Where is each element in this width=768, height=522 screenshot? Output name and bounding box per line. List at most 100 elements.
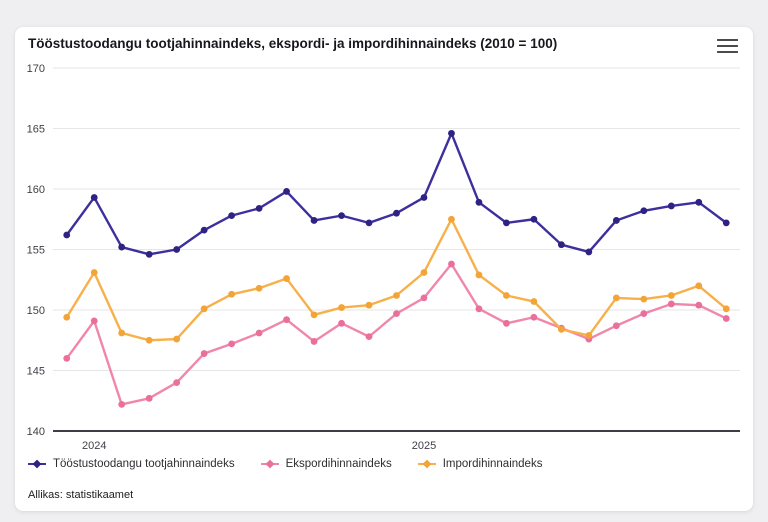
- data-point[interactable]: [118, 243, 126, 251]
- y-axis-label: 160: [27, 184, 45, 196]
- data-point[interactable]: [283, 316, 290, 324]
- data-point[interactable]: [63, 355, 71, 362]
- data-point[interactable]: [283, 275, 290, 282]
- data-point[interactable]: [420, 194, 428, 201]
- y-axis-label: 150: [27, 305, 45, 317]
- data-point[interactable]: [393, 310, 400, 318]
- data-point[interactable]: [530, 215, 538, 223]
- y-axis-label: 140: [27, 426, 45, 438]
- data-point[interactable]: [118, 329, 126, 337]
- data-point[interactable]: [228, 212, 236, 220]
- data-point[interactable]: [90, 194, 98, 201]
- data-point[interactable]: [503, 319, 510, 327]
- data-point[interactable]: [448, 260, 455, 268]
- data-point[interactable]: [722, 305, 730, 313]
- data-point[interactable]: [393, 209, 400, 217]
- data-point[interactable]: [365, 333, 373, 341]
- legend-item-impordihinnaindeks[interactable]: Impordihinnaindeks: [417, 458, 543, 470]
- data-point[interactable]: [530, 298, 538, 305]
- data-point[interactable]: [310, 338, 318, 345]
- data-point[interactable]: [200, 350, 208, 357]
- data-point[interactable]: [503, 219, 510, 227]
- data-point[interactable]: [585, 248, 593, 256]
- data-point[interactable]: [475, 198, 483, 206]
- data-point[interactable]: [695, 198, 703, 206]
- series-0: [63, 129, 730, 258]
- x-axis-label: 2024: [82, 440, 106, 452]
- legend-label: Tööstustoodangu tootjahinnaindeks: [53, 458, 235, 470]
- data-point[interactable]: [640, 207, 648, 215]
- data-point[interactable]: [557, 241, 565, 249]
- data-point[interactable]: [448, 215, 455, 223]
- data-point[interactable]: [90, 269, 98, 276]
- data-point[interactable]: [503, 292, 510, 299]
- data-point[interactable]: [200, 305, 208, 313]
- data-point[interactable]: [283, 188, 290, 195]
- legend-label: Ekspordihinnaindeks: [285, 458, 392, 470]
- legend-label: Impordihinnaindeks: [442, 458, 543, 470]
- data-point[interactable]: [145, 250, 153, 258]
- data-point[interactable]: [145, 336, 153, 344]
- data-point[interactable]: [173, 379, 181, 386]
- chart-card: Tööstustoodangu tootjahinnaindeks, ekspo…: [15, 27, 753, 511]
- data-point[interactable]: [420, 294, 428, 302]
- data-point[interactable]: [640, 295, 648, 303]
- data-point[interactable]: [173, 335, 181, 343]
- legend-item-tootjahinnaindeks[interactable]: Tööstustoodangu tootjahinnaindeks: [28, 458, 235, 470]
- data-point[interactable]: [695, 301, 703, 309]
- data-point[interactable]: [475, 305, 483, 313]
- data-point[interactable]: [612, 294, 620, 302]
- data-point[interactable]: [667, 300, 675, 308]
- data-point[interactable]: [612, 217, 620, 224]
- chart-title: Tööstustoodangu tootjahinnaindeks, ekspo…: [28, 35, 558, 51]
- data-point[interactable]: [63, 313, 71, 321]
- data-point[interactable]: [310, 311, 318, 319]
- data-point[interactable]: [475, 271, 483, 279]
- y-axis-label: 165: [27, 124, 45, 136]
- data-point[interactable]: [338, 212, 345, 220]
- data-point[interactable]: [420, 269, 428, 276]
- data-point[interactable]: [365, 219, 373, 227]
- data-point[interactable]: [393, 292, 400, 299]
- source-note: Allikas: statistikaamet: [28, 489, 134, 501]
- data-point[interactable]: [90, 317, 98, 325]
- data-point[interactable]: [557, 325, 565, 333]
- data-point[interactable]: [667, 202, 675, 210]
- data-point[interactable]: [722, 219, 730, 227]
- data-point[interactable]: [200, 226, 208, 234]
- data-point[interactable]: [228, 340, 236, 348]
- series-2: [63, 215, 730, 344]
- data-point[interactable]: [640, 310, 648, 318]
- x-axis-label: 2025: [412, 440, 436, 452]
- chart-legend: Tööstustoodangu tootjahinnaindeks Ekspor…: [28, 458, 542, 470]
- data-point[interactable]: [448, 129, 455, 137]
- data-point[interactable]: [667, 292, 675, 299]
- y-axis-label: 155: [27, 245, 45, 257]
- data-point[interactable]: [695, 282, 703, 290]
- data-point[interactable]: [228, 290, 236, 298]
- data-point[interactable]: [612, 322, 620, 330]
- data-point[interactable]: [365, 301, 373, 309]
- data-point[interactable]: [530, 313, 538, 321]
- data-point[interactable]: [145, 394, 153, 402]
- series-line: [65, 262, 727, 406]
- data-point[interactable]: [255, 329, 263, 337]
- data-point[interactable]: [63, 231, 71, 239]
- y-axis-label: 145: [27, 366, 45, 378]
- hamburger-menu-icon: [717, 38, 738, 42]
- legend-marker-icon: [260, 459, 279, 469]
- data-point[interactable]: [722, 315, 730, 322]
- legend-marker-icon: [417, 459, 436, 469]
- legend-marker-icon: [28, 459, 46, 469]
- data-point[interactable]: [118, 400, 126, 408]
- data-point[interactable]: [310, 217, 318, 224]
- data-point[interactable]: [173, 246, 181, 253]
- data-point[interactable]: [338, 304, 345, 311]
- data-point[interactable]: [585, 332, 593, 339]
- data-point[interactable]: [255, 284, 263, 292]
- legend-item-ekspordihinnaindeks[interactable]: Ekspordihinnaindeks: [260, 458, 392, 470]
- y-axis-label: 170: [27, 63, 45, 75]
- data-point[interactable]: [255, 204, 263, 212]
- data-point[interactable]: [338, 319, 345, 327]
- chart-context-menu-button[interactable]: [717, 37, 741, 55]
